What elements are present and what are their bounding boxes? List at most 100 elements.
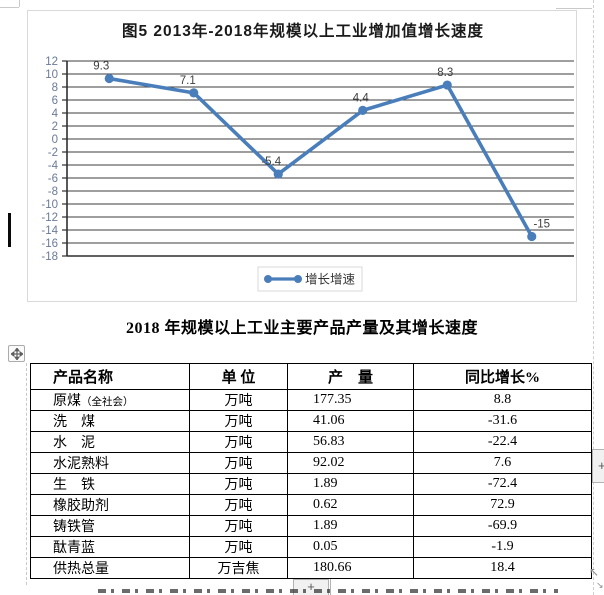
cell-output[interactable]: 1.89 xyxy=(287,473,414,495)
cell-product-name[interactable]: 铸铁管 xyxy=(30,515,190,537)
cell-growth[interactable]: 18.4 xyxy=(413,557,592,579)
cell-output[interactable]: 177.35 xyxy=(287,389,414,411)
svg-text:-16: -16 xyxy=(41,238,58,250)
text-boundary-mark-top-left-v xyxy=(19,0,20,7)
arrow-nw-icon: ↖ xyxy=(589,565,600,579)
col-header-product[interactable]: 产品名称 xyxy=(30,363,190,390)
text-boundary-left xyxy=(26,363,27,585)
cell-output[interactable]: 180.66 xyxy=(287,557,414,579)
cell-growth[interactable]: 72.9 xyxy=(413,494,592,516)
cell-growth[interactable]: -1.9 xyxy=(413,536,592,558)
svg-text:10: 10 xyxy=(45,69,58,81)
clipped-text-line xyxy=(98,589,558,593)
svg-text:-6: -6 xyxy=(48,173,58,185)
plus-icon: + xyxy=(598,458,604,473)
data-point-markers xyxy=(104,73,537,242)
svg-text:-2: -2 xyxy=(48,147,58,159)
svg-text:-5.4: -5.4 xyxy=(261,156,281,168)
svg-text:8: 8 xyxy=(52,82,58,94)
table-row: 橡胶助剂 万吨 0.62 72.9 xyxy=(30,494,592,516)
svg-text:图5 2013年-2018年规模以上工业增加值增长速度: 图5 2013年-2018年规模以上工业增加值增长速度 xyxy=(122,21,484,40)
svg-text:0: 0 xyxy=(52,134,58,146)
cell-output[interactable]: 56.83 xyxy=(287,431,414,453)
cell-growth[interactable]: 7.6 xyxy=(413,452,592,474)
text-cursor xyxy=(8,213,11,247)
svg-text:-15: -15 xyxy=(533,219,550,231)
table-row: 供热总量 万吉焦 180.66 18.4 xyxy=(30,557,592,579)
products-table: 产品名称 单 位 产 量 同比增长% 原煤（全社会） 万吨 177.35 8.8 洗 煤… xyxy=(30,363,592,579)
cell-growth[interactable]: 8.8 xyxy=(413,389,592,411)
cell-growth[interactable]: -69.9 xyxy=(413,515,592,537)
table-row: 酞青蓝 万吨 0.05 -1.9 xyxy=(30,536,592,558)
product-name-note: （全社会） xyxy=(81,397,134,408)
cell-unit[interactable]: 万吨 xyxy=(189,389,288,411)
table-row: 生 铁万吨 1.89 -72.4 xyxy=(30,473,592,495)
svg-text:8.3: 8.3 xyxy=(437,67,453,79)
text-boundary-right xyxy=(593,0,594,595)
svg-text:7.1: 7.1 xyxy=(180,75,196,87)
cell-output[interactable]: 0.05 xyxy=(287,536,414,558)
table-row: 洗 煤万吨 41.06 -31.6 xyxy=(30,410,592,432)
cell-product-name[interactable]: 原煤（全社会） xyxy=(30,389,190,411)
cell-product-name[interactable]: 酞青蓝 xyxy=(30,536,190,558)
cell-output[interactable]: 1.89 xyxy=(287,515,414,537)
cell-unit[interactable]: 万吨 xyxy=(189,452,288,474)
cell-unit[interactable]: 万吨 xyxy=(189,536,288,558)
svg-text:增长增速: 增长增速 xyxy=(305,272,356,287)
svg-text:6: 6 xyxy=(52,95,58,107)
cell-product-name[interactable]: 供热总量 xyxy=(30,557,190,579)
svg-text:9.3: 9.3 xyxy=(93,61,109,73)
axis xyxy=(66,61,574,257)
svg-text:-18: -18 xyxy=(41,251,58,263)
cell-output[interactable]: 41.06 xyxy=(287,410,414,432)
insert-column-button[interactable]: + xyxy=(592,449,604,483)
cell-output[interactable]: 92.02 xyxy=(287,452,414,474)
text-boundary-mark-top-left-h xyxy=(0,7,19,8)
cell-growth[interactable]: -22.4 xyxy=(413,431,592,453)
table-header-row: 产品名称 单 位 产 量 同比增长% xyxy=(30,363,592,390)
cell-output[interactable]: 0.62 xyxy=(287,494,414,516)
plus-icon: + xyxy=(307,579,315,594)
four-way-arrow-icon xyxy=(10,347,23,360)
legend: 增长增速 xyxy=(257,266,363,292)
table-row: 原煤（全社会） 万吨 177.35 8.8 xyxy=(30,389,592,411)
text-boundary-mark-top-right-h xyxy=(556,8,592,9)
cell-unit[interactable]: 万吨 xyxy=(189,431,288,453)
svg-text:-8: -8 xyxy=(48,186,58,198)
cell-product-name[interactable]: 水 泥 xyxy=(30,431,190,453)
cell-growth[interactable]: -31.6 xyxy=(413,410,592,432)
svg-text:-10: -10 xyxy=(41,199,58,211)
cell-unit[interactable]: 万吨 xyxy=(189,410,288,432)
cell-unit[interactable]: 万吨 xyxy=(189,494,288,516)
svg-text:-14: -14 xyxy=(41,225,58,237)
cell-product-name[interactable]: 橡胶助剂 xyxy=(30,494,190,516)
table-row: 铸铁管 万吨 1.89 -69.9 xyxy=(30,515,592,537)
arrow-se-icon: ↘ xyxy=(596,580,604,590)
col-header-growth[interactable]: 同比增长% xyxy=(413,363,592,390)
table-body: 原煤（全社会） 万吨 177.35 8.8 洗 煤万吨 41.06 -31.6 水 泥万吨 56… xyxy=(30,389,592,579)
cell-product-name[interactable]: 洗 煤 xyxy=(30,410,190,432)
chart-title: 图5 2013年-2018年规模以上工业增加值增长速度 xyxy=(122,21,484,40)
chart-object-frame[interactable]: 12 10 8 6 4 2 0 -2 -4 -6 -8 -10 -12 -14 -16 -18 9.3 7.1 -5… xyxy=(27,10,577,302)
cell-product-name[interactable]: 生 铁 xyxy=(30,473,190,495)
svg-text:4.4: 4.4 xyxy=(353,92,370,104)
table-title: 2018 年规模以上工业主要产品产量及其增长速度 xyxy=(125,320,478,337)
col-header-unit[interactable]: 单 位 xyxy=(189,363,288,390)
svg-text:4: 4 xyxy=(52,108,59,120)
diagonal-resize-icon[interactable]: ↖ ↘ xyxy=(589,566,604,592)
cell-product-name[interactable]: 水泥熟料 xyxy=(30,452,190,474)
table-move-handle-icon[interactable] xyxy=(8,345,25,362)
cell-unit[interactable]: 万吉焦 xyxy=(189,557,288,579)
cell-unit[interactable]: 万吨 xyxy=(189,515,288,537)
svg-text:-4: -4 xyxy=(48,160,59,172)
series-line xyxy=(107,76,534,239)
svg-text:12: 12 xyxy=(45,56,58,68)
col-header-output[interactable]: 产 量 xyxy=(287,363,414,390)
cell-growth[interactable]: -72.4 xyxy=(413,473,592,495)
cell-unit[interactable]: 万吨 xyxy=(189,473,288,495)
insert-row-divider xyxy=(330,579,331,595)
table-row: 水泥熟料 万吨 92.02 7.6 xyxy=(30,452,592,474)
